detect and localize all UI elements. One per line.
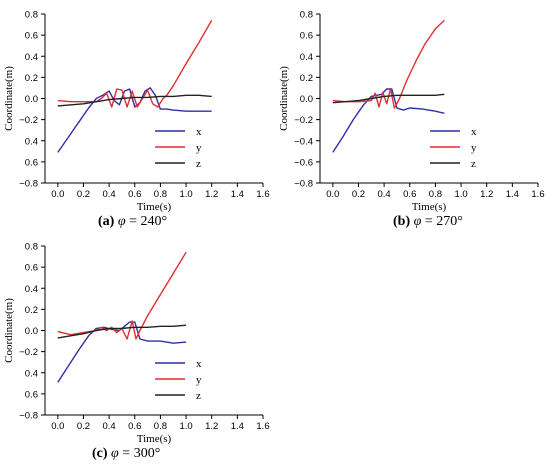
x-tick-label: 1.2 (205, 421, 218, 432)
y-tick-label: 0.0 (25, 326, 38, 337)
x-tick-label: 1.6 (256, 421, 269, 432)
y-axis-title: Coordinate(m) (3, 66, 15, 131)
x-tick-label: 0.0 (51, 421, 64, 432)
x-tick-label: 0.4 (103, 189, 116, 200)
x-tick-label: 1.0 (454, 189, 467, 200)
x-tick-label: 1.4 (506, 189, 519, 200)
x-tick-label: 0.4 (103, 421, 116, 432)
y-tick-label: 0.8 (25, 242, 38, 253)
legend-label-z: z (471, 158, 476, 170)
y-tick-label: 0.4 (25, 284, 38, 295)
y-tick-label: 0.4 (25, 368, 38, 379)
x-tick-label: 0.8 (154, 421, 167, 432)
x-tick-label: 0.6 (128, 189, 141, 200)
series-line-z (57, 324, 187, 339)
x-tick-label: 0.4 (378, 189, 391, 200)
chart-svg: 0.0 0.2 0.4 0.6 0.8 1.0 1.2 1.4 1.6 0.8 0.6 0.4 0.2 0… (278, 10, 545, 214)
y-tick-label: 0.2 (25, 73, 38, 84)
caption-label: (a) (98, 214, 115, 229)
legend-label-z: z (196, 390, 201, 402)
x-tick-label: 1.0 (179, 189, 192, 200)
x-tick-label: 1.4 (231, 421, 244, 432)
y-tick-label: −0.8 (294, 179, 313, 190)
x-tick-label: 0.2 (77, 421, 90, 432)
caption-value: = 300° (122, 446, 161, 461)
chart-caption: (b) φ = 270° (393, 214, 463, 230)
y-tick-label: −0.4 (294, 136, 313, 147)
x-tick-label: 1.4 (231, 189, 244, 200)
x-tick-label: 0.2 (352, 189, 365, 200)
y-tick-label: 0.4 (300, 52, 313, 63)
series-line-y (57, 19, 213, 108)
x-tick-label: 0.8 (429, 189, 442, 200)
chart-caption: (c) φ = 300° (92, 446, 160, 462)
caption-value: = 240° (129, 214, 168, 229)
x-tick-label: 0.0 (326, 189, 339, 200)
y-tick-label: 0.6 (25, 263, 38, 274)
x-tick-label: 0.0 (51, 189, 64, 200)
caption-symbol: φ (117, 214, 126, 229)
chart-panel-c: 0.0 0.2 0.4 0.6 0.8 1.0 1.2 1.4 1.6 0.8 0.6 0.4 0.2 0… (0, 232, 275, 468)
legend-label-y: y (196, 142, 202, 154)
legend-label-x: x (196, 126, 202, 138)
legend-label-x: x (196, 358, 202, 370)
legend-label-x: x (471, 126, 477, 138)
x-axis-title: Time(s) (137, 201, 172, 213)
caption-value: = 270° (424, 214, 463, 229)
caption-label: (c) (92, 446, 108, 461)
y-tick-label: −0.8 (19, 179, 38, 190)
y-tick-label: −0.8 (19, 411, 38, 422)
y-tick-label: 0.8 (25, 10, 38, 21)
series-line-z (57, 94, 212, 107)
chart-panel-a: 0.0 0.2 0.4 0.6 0.8 1.0 1.2 1.4 1.6 0.8 0.6 0.4 0.2 0… (0, 0, 275, 236)
series-line-x (332, 88, 445, 153)
y-axis-title: Coordinate(m) (3, 298, 15, 363)
x-tick-label: 1.2 (480, 189, 493, 200)
caption-symbol: φ (413, 214, 422, 229)
y-tick-label: −0.2 (19, 115, 38, 126)
series-line-x (57, 321, 187, 383)
y-tick-label: 0.8 (300, 10, 313, 21)
legend-label-y: y (471, 142, 477, 154)
legend-label-y: y (196, 374, 202, 386)
x-tick-label: 0.6 (403, 189, 416, 200)
y-tick-label: 0.6 (25, 157, 38, 168)
x-tick-label: 1.6 (256, 189, 269, 200)
caption-label: (b) (393, 214, 411, 229)
y-axis-title: Coordinate(m) (278, 66, 290, 131)
x-tick-label: 0.2 (77, 189, 90, 200)
x-tick-label: 0.8 (154, 189, 167, 200)
y-tick-label: −0.6 (294, 157, 313, 168)
series-line-z (332, 93, 445, 104)
y-tick-label: 0.2 (25, 305, 38, 316)
y-tick-label: 0.2 (300, 73, 313, 84)
y-tick-label: 0.4 (25, 52, 38, 63)
x-axis-title: Time(s) (137, 433, 172, 445)
y-tick-label: −0.2 (19, 347, 38, 358)
x-tick-label: 1.0 (179, 421, 192, 432)
chart-svg: 0.0 0.2 0.4 0.6 0.8 1.0 1.2 1.4 1.6 0.8 0.6 0.4 0.2 0… (3, 242, 270, 446)
x-tick-label: 0.6 (128, 421, 141, 432)
y-tick-label: 0.4 (25, 136, 38, 147)
x-tick-label: 1.2 (205, 189, 218, 200)
legend-label-z: z (196, 158, 201, 170)
y-tick-label: 0.0 (300, 94, 313, 105)
y-tick-label: 0.6 (25, 389, 38, 400)
x-tick-label: 1.6 (531, 189, 544, 200)
x-axis-title: Time(s) (412, 201, 447, 213)
caption-symbol: φ (111, 446, 119, 461)
y-tick-label: 0.6 (25, 31, 38, 42)
y-tick-label: −0.2 (294, 115, 313, 126)
chart-panel-b: 0.0 0.2 0.4 0.6 0.8 1.0 1.2 1.4 1.6 0.8 0.6 0.4 0.2 0… (275, 0, 550, 236)
y-tick-label: 0.6 (300, 31, 313, 42)
y-tick-label: 0.0 (25, 94, 38, 105)
chart-svg: 0.0 0.2 0.4 0.6 0.8 1.0 1.2 1.4 1.6 0.8 0.6 0.4 0.2 0… (3, 10, 270, 214)
chart-caption: (a) φ = 240° (98, 214, 167, 230)
